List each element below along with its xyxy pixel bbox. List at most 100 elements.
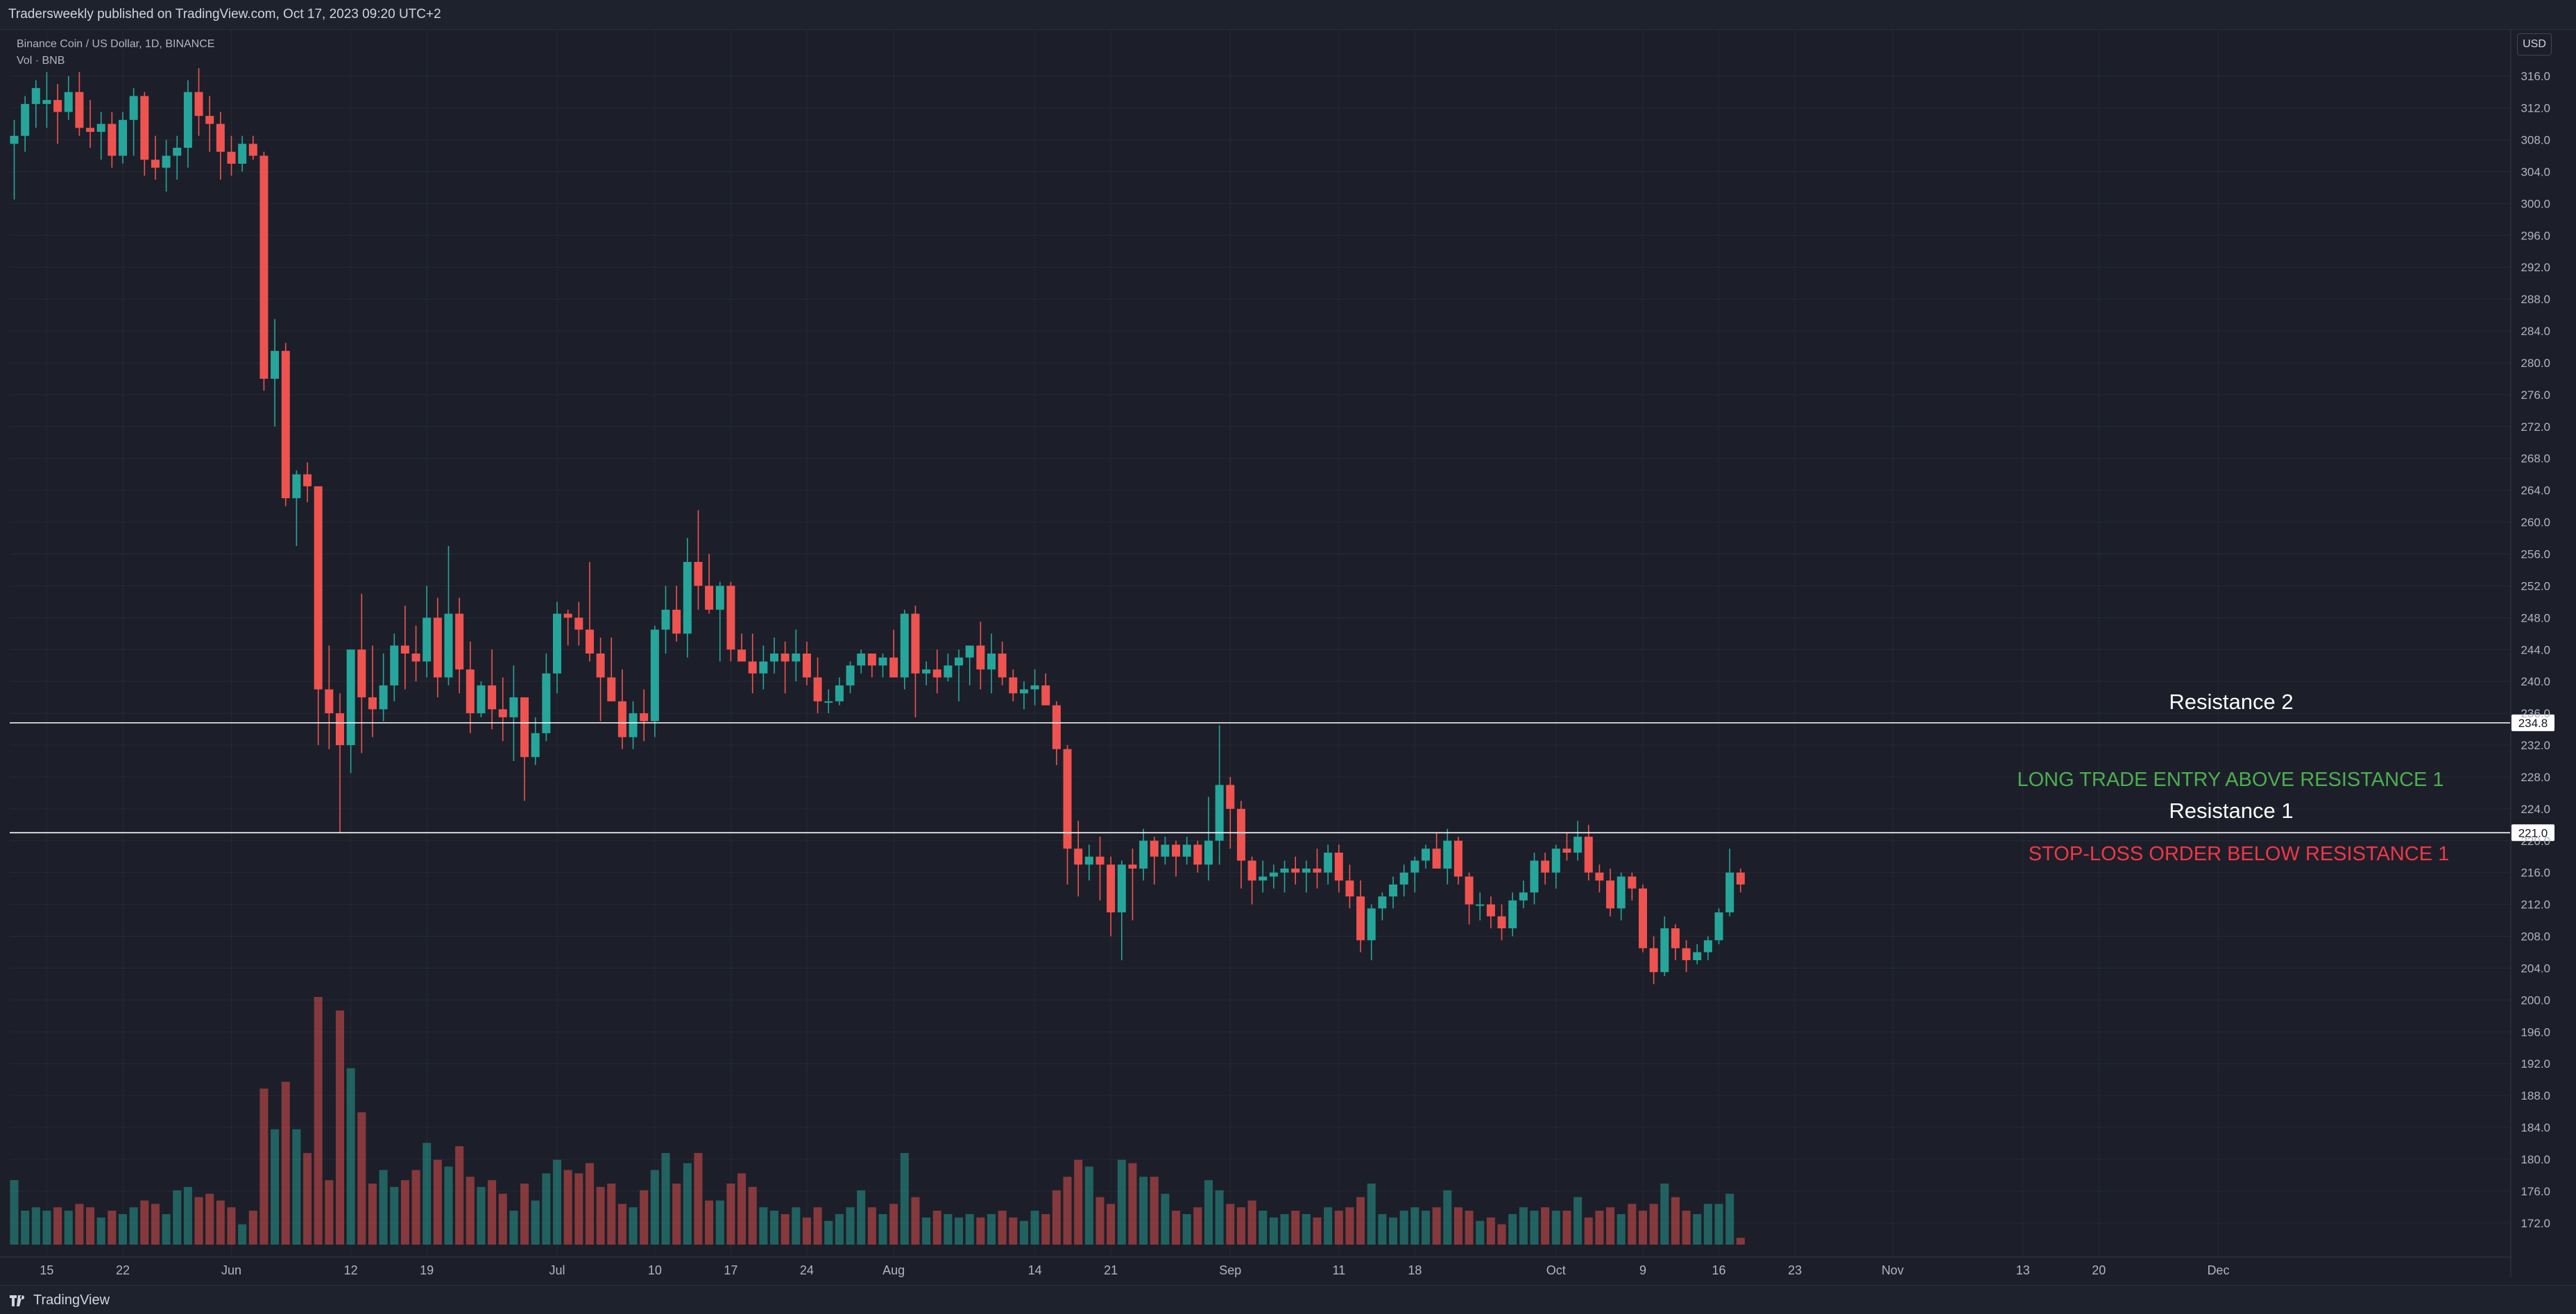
price-tag-bg	[2511, 824, 2554, 842]
price-tick-label: 264.0	[2520, 484, 2550, 497]
candle-body	[640, 713, 649, 722]
candle-body	[1519, 892, 1528, 901]
volume-bar	[1508, 1213, 1517, 1245]
candle-body	[824, 701, 833, 703]
candle-body	[1399, 872, 1408, 885]
volume-bar	[1019, 1220, 1028, 1245]
candle-body	[1074, 848, 1083, 865]
candle-body	[1703, 940, 1712, 953]
volume-bar	[1573, 1197, 1583, 1245]
volume-bar	[792, 1207, 801, 1245]
candle-body	[889, 657, 898, 678]
volume-bar	[585, 1163, 594, 1245]
date-tick-label: Jun	[221, 1263, 241, 1277]
volume-bar	[1161, 1193, 1170, 1245]
candle-body	[1041, 685, 1050, 706]
date-tick-label: Dec	[2207, 1263, 2229, 1277]
date-tick-label: 10	[648, 1263, 662, 1277]
candle-body	[607, 677, 616, 701]
symbol-label: Binance Coin / US Dollar, 1D, BINANCE	[17, 38, 215, 50]
volume-bar	[1269, 1217, 1278, 1245]
volume-bar	[216, 1200, 225, 1245]
volume-bar	[1117, 1159, 1126, 1245]
candle-body	[119, 119, 127, 156]
candle-body	[1562, 848, 1571, 853]
candle-body	[650, 629, 659, 722]
candle-body	[108, 123, 117, 156]
candle-body	[1432, 848, 1441, 869]
volume-bar	[227, 1207, 236, 1245]
volume-bar	[1628, 1204, 1637, 1245]
volume-bar	[1693, 1213, 1702, 1245]
price-tag-label: 221.0	[2518, 826, 2548, 839]
publish-info: Tradersweekly published on TradingView.c…	[8, 7, 441, 22]
volume-bar	[911, 1197, 920, 1245]
candle-body	[857, 654, 866, 666]
volume-bar	[889, 1204, 898, 1245]
volume-bar	[1052, 1190, 1061, 1245]
volume-bar	[1313, 1217, 1322, 1245]
candle-body	[151, 160, 160, 168]
candle-body	[423, 617, 432, 662]
volume-bar	[1725, 1193, 1734, 1245]
price-tick-label: 184.0	[2520, 1121, 2550, 1134]
volume-bar	[1639, 1211, 1647, 1245]
candle-body	[1139, 840, 1148, 869]
candle-body	[368, 697, 377, 710]
volume-bar	[531, 1200, 540, 1245]
candle-body	[976, 645, 985, 669]
tradingview-logo[interactable]: TradingView	[10, 1292, 110, 1308]
volume-bar	[1291, 1211, 1300, 1245]
volume-bar	[563, 1170, 572, 1245]
candle-body	[1367, 908, 1376, 941]
candle-body	[1247, 860, 1256, 881]
volume-bar	[1389, 1217, 1398, 1245]
volume-bar	[194, 1197, 203, 1245]
price-tick-label: 204.0	[2520, 962, 2550, 975]
volume-bar	[31, 1207, 40, 1245]
date-tick-label: 21	[1104, 1263, 1118, 1277]
candle-body	[216, 123, 225, 152]
volume-bar	[835, 1213, 844, 1245]
candle-body	[1465, 876, 1474, 905]
candle-body	[1356, 896, 1365, 941]
price-tick-label: 240.0	[2520, 675, 2550, 688]
volume-bar	[1714, 1204, 1723, 1245]
candle-body	[1280, 868, 1289, 873]
price-tick-label: 216.0	[2520, 867, 2550, 880]
volume-bar	[1410, 1207, 1419, 1245]
currency-button[interactable]: USD	[2517, 33, 2552, 56]
volume-bar	[998, 1211, 1007, 1245]
volume-bar	[444, 1166, 453, 1245]
candle-body	[542, 673, 551, 733]
candle-body	[726, 586, 735, 650]
date-tick-label: 18	[1408, 1263, 1422, 1277]
price-tick-label: 232.0	[2520, 739, 2550, 752]
candle-body	[1117, 864, 1126, 913]
candle-body	[944, 665, 953, 678]
volume-bar	[857, 1190, 866, 1245]
chart-area[interactable]: 234.8 221.0 316.0 312.0 308.0 304.0 300.0 296.0…	[0, 29, 2576, 1285]
candle-body	[585, 629, 594, 654]
date-tick-label: 20	[2092, 1263, 2106, 1277]
candle-body	[737, 649, 747, 662]
candle-body	[900, 613, 909, 678]
candle-body	[477, 685, 486, 714]
volume-bar	[1530, 1211, 1539, 1245]
price-tick-label: 208.0	[2520, 930, 2550, 944]
volume-bar	[1465, 1211, 1474, 1245]
candle-body	[21, 103, 30, 136]
candle-body	[314, 486, 323, 690]
price-tick-label: 212.0	[2520, 898, 2550, 912]
volume-bar	[715, 1200, 724, 1245]
candle-body	[1150, 840, 1159, 857]
volume-bar	[1074, 1159, 1083, 1245]
candle-body	[1453, 840, 1462, 877]
candle-body	[1161, 844, 1170, 857]
candle-body	[1182, 844, 1191, 857]
price-chart[interactable]: 234.8 221.0 316.0 312.0 308.0 304.0 300.0 296.0…	[0, 29, 2576, 1285]
volume-bar	[1107, 1204, 1116, 1245]
price-tick-label: 188.0	[2520, 1089, 2550, 1102]
volume-bar	[1030, 1211, 1039, 1245]
price-tag-label: 234.8	[2518, 717, 2548, 730]
